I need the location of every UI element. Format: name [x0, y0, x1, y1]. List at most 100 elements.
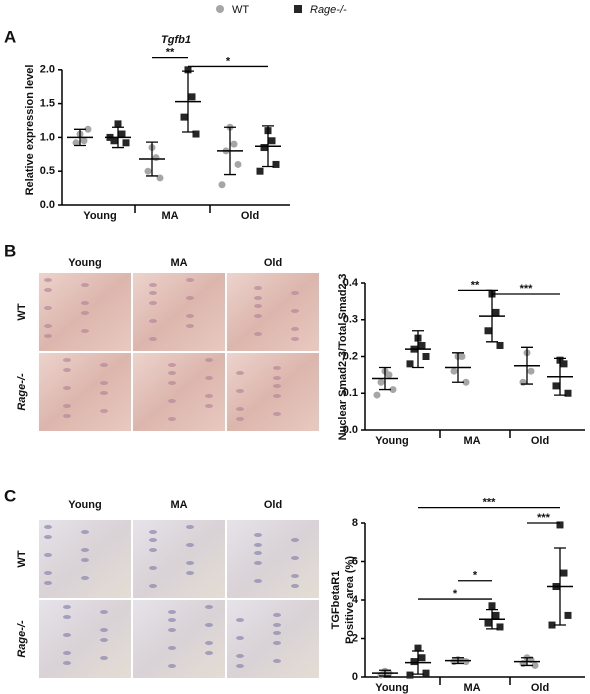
- data-point: [84, 125, 92, 133]
- nucleus: [236, 654, 244, 658]
- data-point: [414, 644, 422, 652]
- nucleus: [81, 301, 89, 305]
- nucleus: [291, 337, 299, 341]
- nucleus: [63, 661, 71, 665]
- nucleus: [254, 561, 262, 565]
- y-axis-label: Nuclear Smad2-3/Total Smad2-3: [337, 274, 349, 441]
- nucleus: [44, 306, 52, 310]
- nucleus: [273, 394, 281, 398]
- nucleus: [291, 327, 299, 331]
- micrograph-column-label: MA: [170, 499, 187, 511]
- nucleus: [273, 613, 281, 617]
- nucleus: [254, 304, 262, 308]
- nucleus: [291, 584, 299, 588]
- nucleus: [100, 656, 108, 660]
- nucleus: [186, 324, 194, 328]
- data-point: [260, 144, 268, 152]
- data-point: [72, 139, 80, 147]
- nucleus: [149, 319, 157, 323]
- nucleus: [168, 371, 176, 375]
- nucleus: [186, 278, 194, 282]
- nucleus: [63, 358, 71, 362]
- nucleus: [44, 525, 52, 529]
- y-tick-label: 0.0: [40, 199, 55, 211]
- nucleus: [254, 543, 262, 547]
- panel-letter: B: [4, 241, 16, 260]
- data-point: [406, 671, 414, 679]
- nucleus: [44, 535, 52, 539]
- data-point: [180, 113, 188, 121]
- nucleus: [291, 538, 299, 542]
- nucleus: [186, 571, 194, 575]
- nucleus: [149, 538, 157, 542]
- nucleus: [44, 581, 52, 585]
- x-tick-label: Young: [375, 435, 408, 447]
- data-point: [406, 360, 414, 368]
- error-bar: [452, 657, 464, 665]
- significance-label: ***: [537, 512, 551, 524]
- y-tick-label: 2: [352, 632, 358, 644]
- panel-letter: A: [4, 27, 16, 46]
- error-bar: [112, 126, 124, 149]
- nucleus: [149, 283, 157, 287]
- x-tick-label: MA: [463, 682, 480, 694]
- nucleus: [63, 651, 71, 655]
- data-point: [268, 137, 276, 145]
- x-tick-label: MA: [161, 210, 178, 222]
- data-point: [152, 154, 160, 162]
- nucleus: [168, 381, 176, 385]
- nucleus: [205, 394, 213, 398]
- micrograph-image: [133, 600, 225, 678]
- y-tick-label: 0.5: [40, 165, 55, 177]
- nucleus: [186, 561, 194, 565]
- nucleus: [236, 371, 244, 375]
- nucleus: [100, 409, 108, 413]
- nucleus: [168, 610, 176, 614]
- data-point: [192, 130, 200, 138]
- nucleus: [168, 664, 176, 668]
- nucleus: [63, 368, 71, 372]
- nucleus: [236, 636, 244, 640]
- y-tick-label: 2.0: [40, 64, 55, 76]
- micrograph-image: [227, 520, 319, 598]
- micrograph-row-label: WT: [16, 303, 28, 320]
- nucleus: [168, 628, 176, 632]
- nucleus: [149, 566, 157, 570]
- nucleus: [254, 286, 262, 290]
- nucleus: [236, 664, 244, 668]
- data-point: [114, 120, 122, 128]
- significance-label: **: [166, 47, 175, 59]
- nucleus: [100, 391, 108, 395]
- data-point: [80, 137, 88, 145]
- nucleus: [63, 404, 71, 408]
- nucleus: [44, 571, 52, 575]
- data-point: [418, 341, 426, 349]
- nucleus: [205, 641, 213, 645]
- nucleus: [254, 314, 262, 318]
- nucleus: [149, 337, 157, 341]
- data-point: [496, 341, 504, 349]
- data-point: [122, 139, 130, 147]
- data-point: [492, 308, 500, 316]
- nucleus: [149, 584, 157, 588]
- data-point: [230, 140, 238, 148]
- micrograph-row-label: WT: [16, 550, 28, 567]
- nucleus: [254, 296, 262, 300]
- data-point: [144, 167, 152, 175]
- error-bar: [554, 357, 566, 396]
- data-point: [564, 389, 572, 397]
- nucleus: [186, 296, 194, 300]
- nucleus: [291, 556, 299, 560]
- micrograph-image: [227, 273, 319, 351]
- error-bar: [74, 128, 86, 147]
- nucleus: [205, 404, 213, 408]
- nucleus: [100, 628, 108, 632]
- significance-label: ***: [520, 283, 534, 295]
- nucleus: [149, 548, 157, 552]
- nucleus: [81, 329, 89, 333]
- data-point: [531, 661, 539, 669]
- significance-label: *: [473, 570, 478, 582]
- nucleus: [205, 605, 213, 609]
- error-bar: [379, 669, 391, 677]
- data-point: [462, 378, 470, 386]
